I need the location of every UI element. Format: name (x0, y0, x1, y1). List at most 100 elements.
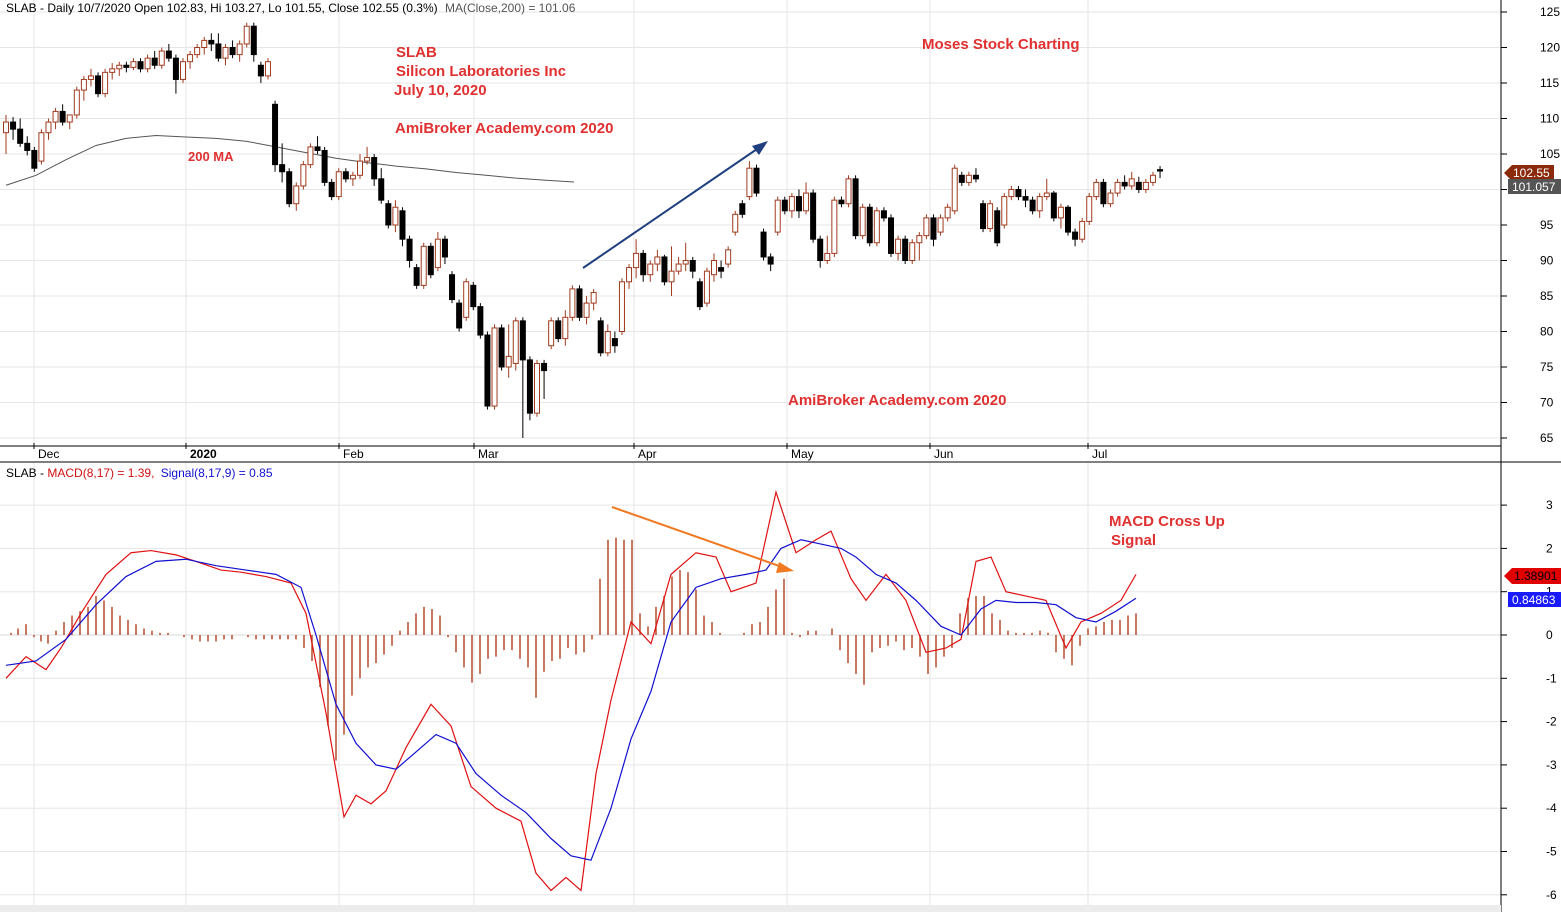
candle (937, 214, 944, 236)
candle (420, 242, 427, 289)
candle (427, 242, 434, 279)
candle (243, 22, 250, 48)
candle (888, 214, 894, 257)
candle (909, 239, 916, 265)
macd-tick-label: -5 (1546, 845, 1557, 859)
candle (342, 168, 349, 183)
candle (526, 356, 533, 421)
candle (31, 146, 38, 172)
candle (965, 171, 972, 186)
candle (859, 203, 866, 240)
candle (1142, 178, 1149, 194)
x-tick-label: Mar (478, 447, 499, 461)
candle (38, 129, 45, 165)
candle (519, 317, 526, 438)
candle (328, 178, 335, 201)
candle (498, 324, 505, 371)
macd-series (5, 489, 1137, 892)
candle (703, 267, 710, 307)
downtrend-arrow (611, 506, 794, 573)
candle (512, 317, 519, 371)
candle (831, 196, 838, 257)
macd-header: SLAB - MACD(8,17) = 1.39, Signal(8,17,9)… (6, 466, 273, 480)
candle (1057, 203, 1064, 229)
price-tick-label: 80 (1540, 325, 1554, 339)
candle (17, 118, 24, 147)
candle (158, 47, 165, 69)
candle (767, 253, 774, 272)
candle (569, 285, 576, 321)
candle (1107, 189, 1114, 208)
candle (279, 143, 286, 183)
candle (392, 200, 399, 233)
candle (201, 36, 208, 55)
candle (229, 40, 236, 59)
svg-text:0.84863: 0.84863 (1512, 593, 1556, 607)
candle (746, 161, 753, 201)
candle (711, 253, 717, 282)
candle (406, 235, 413, 268)
candle (1135, 176, 1142, 194)
candle (1086, 193, 1093, 225)
candle (618, 278, 625, 336)
price-header: SLAB - Daily 10/7/2020 Open 102.83, Hi 1… (6, 1, 576, 15)
candle (321, 146, 328, 186)
x-tick-label: Dec (38, 447, 59, 461)
price-tick-label: 70 (1540, 396, 1554, 410)
candlesticks (3, 22, 1164, 438)
candle (930, 214, 937, 247)
candle (194, 43, 201, 59)
svg-text:102.55: 102.55 (1513, 166, 1550, 180)
candle (611, 331, 618, 353)
macd-tick-label: 0 (1546, 628, 1553, 642)
uptrend-arrow (582, 141, 768, 269)
annotation-site-top: AmiBroker Academy.com 2020 (395, 120, 613, 137)
price-tick-label: 110 (1540, 112, 1559, 126)
price-tick-label: 85 (1540, 289, 1554, 303)
candle (838, 196, 845, 208)
candle (958, 171, 965, 186)
candle (661, 254, 668, 286)
candle (1157, 166, 1164, 179)
macd-tick-label: -2 (1546, 715, 1557, 729)
candle (484, 331, 491, 410)
candle (300, 161, 307, 190)
candle (1128, 171, 1135, 190)
candle (640, 249, 647, 282)
candle (456, 299, 463, 332)
signal-series (5, 539, 1137, 861)
candle (95, 72, 102, 98)
axis-ticks: 65707580859095100105110115120125-6-5-4-3… (33, 5, 1560, 902)
candle (1149, 171, 1156, 186)
macd-tick-label: 3 (1546, 498, 1553, 512)
candle (24, 136, 31, 156)
candle (413, 264, 420, 289)
candle (781, 196, 788, 215)
candle (505, 324, 512, 378)
candle (534, 359, 540, 417)
candle (675, 256, 682, 275)
candle (1015, 185, 1022, 201)
candle (739, 200, 746, 218)
candle (80, 75, 87, 101)
annotation-macd-note-2: Signal (1111, 532, 1156, 549)
candle (66, 114, 73, 130)
candle (1100, 178, 1107, 208)
candle (357, 154, 363, 179)
candle (824, 235, 831, 265)
candle (123, 61, 130, 73)
candle (87, 68, 94, 87)
candle (286, 168, 293, 208)
candle (951, 164, 958, 215)
annotation-macd-note-1: MACD Cross Up (1109, 513, 1225, 530)
candle (130, 58, 137, 71)
last-close-tag: 102.55 (1504, 165, 1554, 181)
candle (1065, 205, 1071, 236)
candle (236, 40, 243, 62)
candle (1036, 193, 1043, 218)
scroll-area[interactable] (0, 905, 1501, 912)
price-tick-label: 115 (1540, 76, 1559, 90)
candle (1029, 196, 1036, 215)
price-tick-label: 120 (1540, 41, 1560, 55)
